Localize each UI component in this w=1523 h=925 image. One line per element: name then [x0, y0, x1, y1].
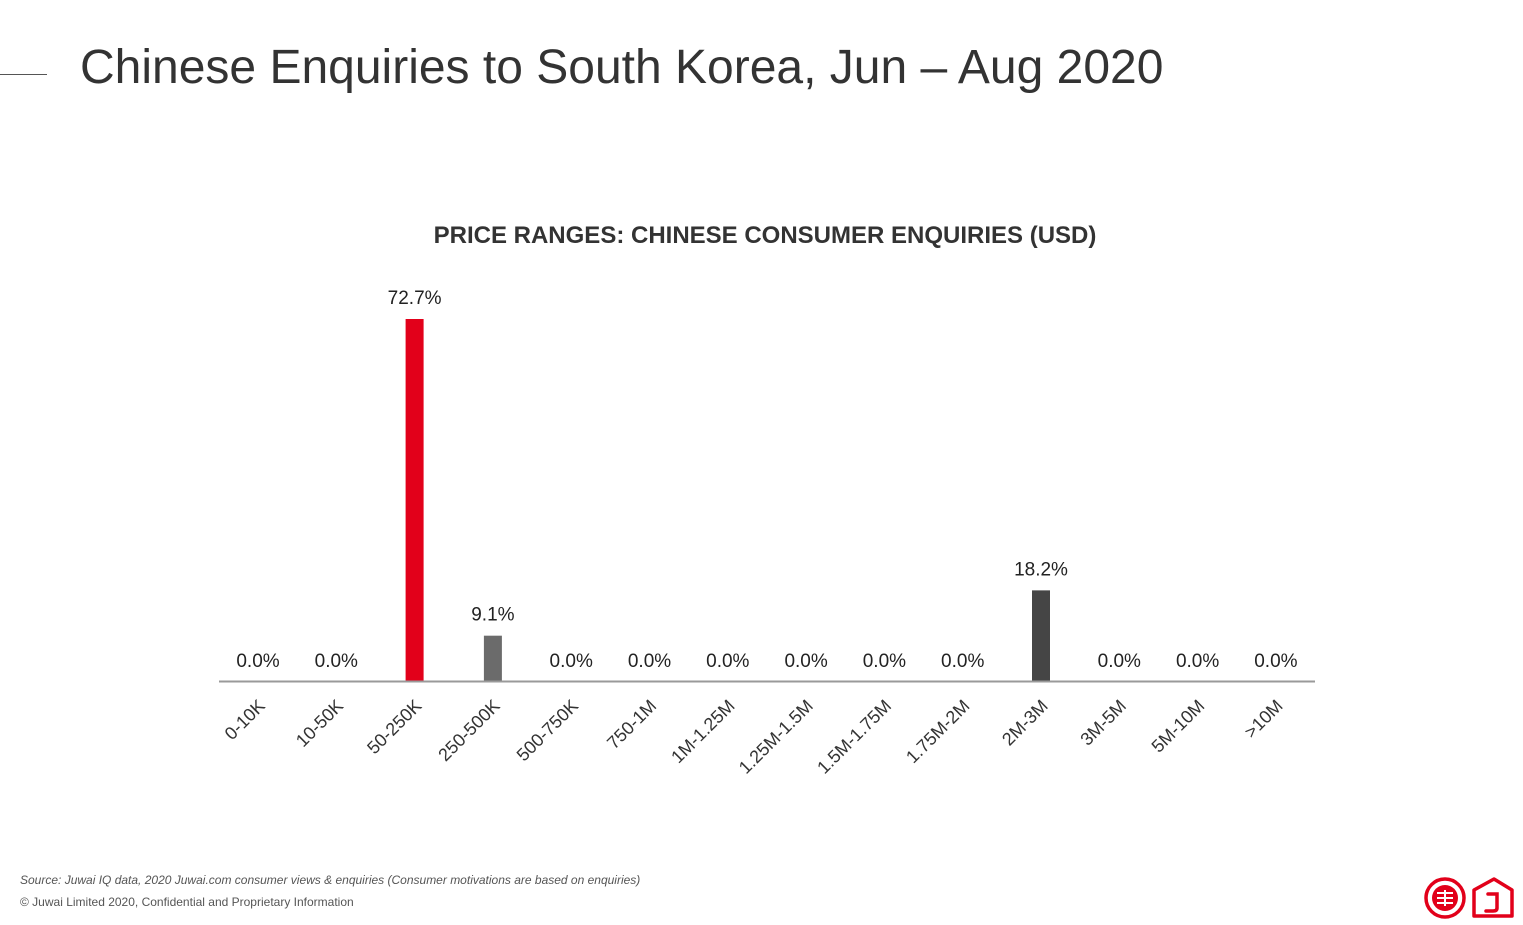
tick-label-250-500K: 250-500K [434, 696, 503, 765]
data-label-1M-1.25M: 0.0% [706, 651, 749, 672]
tick-label-50-250K: 50-250K [363, 696, 425, 758]
data-label-5M-10M: 0.0% [1176, 651, 1219, 672]
bar-2M-3M [1032, 590, 1050, 681]
tick-label-10-50K: 10-50K [292, 696, 347, 751]
juwai-logos [1424, 877, 1514, 919]
data-label-250-500K: 9.1% [471, 605, 514, 626]
tick-label-1.5M-1.75M: 1.5M-1.75M [813, 696, 895, 778]
data-label->10M: 0.0% [1254, 651, 1297, 672]
copyright-note: © Juwai Limited 2020, Confidential and P… [20, 895, 354, 909]
data-label-1.5M-1.75M: 0.0% [863, 651, 906, 672]
data-label-0-10K: 0.0% [236, 651, 279, 672]
tick-label-3M-5M: 3M-5M [1076, 696, 1130, 750]
data-label-50-250K: 72.7% [388, 288, 442, 309]
data-label-2M-3M: 18.2% [1014, 559, 1068, 580]
tick-label-1M-1.25M: 1M-1.25M [667, 696, 738, 767]
tick-label-2M-3M: 2M-3M [998, 696, 1052, 750]
data-label-1.75M-2M: 0.0% [941, 651, 984, 672]
page-title: Chinese Enquiries to South Korea, Jun – … [80, 41, 1164, 94]
chart-title: PRICE RANGES: CHINESE CONSUMER ENQUIRIES… [433, 222, 1097, 249]
tick-label-1.25M-1.5M: 1.25M-1.5M [735, 696, 817, 778]
tick-label-500-750K: 500-750K [513, 696, 582, 765]
bar-250-500K [483, 635, 502, 681]
tick-label-5M-10M: 5M-10M [1148, 696, 1209, 757]
tick-label->10M: >10M [1240, 696, 1286, 742]
tick-label-750-1M: 750-1M [603, 696, 660, 753]
juwai-seal-icon [1424, 877, 1466, 919]
title-rule [0, 74, 47, 75]
data-label-1.25M-1.5M: 0.0% [784, 651, 827, 672]
tick-label-1.75M-2M: 1.75M-2M [902, 696, 973, 767]
data-label-10-50K: 0.0% [315, 651, 358, 672]
bar-50-250K [405, 319, 424, 681]
juwai-house-icon [1472, 877, 1514, 918]
data-label-500-750K: 0.0% [550, 651, 593, 672]
source-note: Source: Juwai IQ data, 2020 Juwai.com co… [20, 873, 641, 887]
data-label-3M-5M: 0.0% [1098, 651, 1141, 672]
tick-label-0-10K: 0-10K [221, 696, 269, 744]
data-label-750-1M: 0.0% [628, 651, 671, 672]
